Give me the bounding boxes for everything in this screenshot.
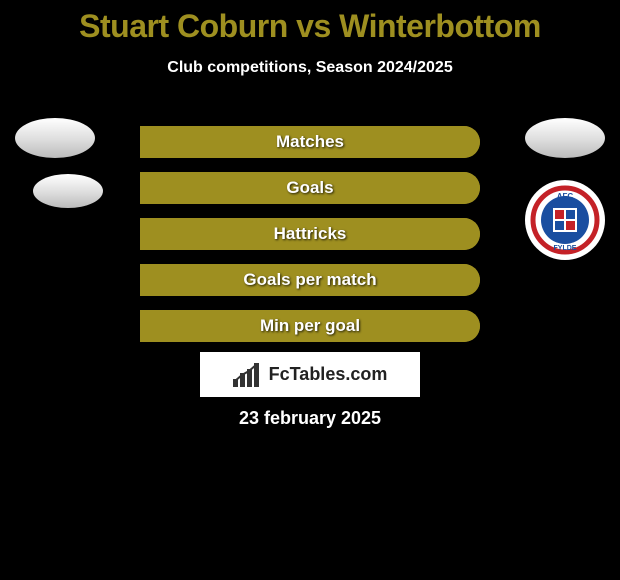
stat-bar: 0Goals	[140, 172, 480, 204]
stat-row: Min per goal	[0, 304, 620, 350]
brand-chart-icon	[233, 363, 263, 387]
date-text: 23 february 2025	[0, 408, 620, 429]
stat-bar: Min per goal	[140, 310, 480, 342]
stat-row: 0Goals	[0, 166, 620, 212]
stat-row: Goals per match	[0, 258, 620, 304]
page-title: Stuart Coburn vs Winterbottom	[0, 0, 620, 45]
stat-bar: 0Hattricks	[140, 218, 480, 250]
stat-row: 27Matches	[0, 120, 620, 166]
brand-text: FcTables.com	[269, 364, 388, 385]
stat-bar-right-segment	[140, 172, 480, 204]
stat-bar: Goals per match	[140, 264, 480, 296]
stat-bar-right-segment	[140, 218, 480, 250]
stat-bar: 27Matches	[140, 126, 480, 158]
brand-box[interactable]: FcTables.com	[200, 352, 420, 397]
stat-bar-right-segment	[140, 264, 480, 296]
page-subtitle: Club competitions, Season 2024/2025	[0, 59, 620, 77]
stat-row: 0Hattricks	[0, 212, 620, 258]
stat-bar-right-segment	[140, 310, 480, 342]
stats-bars: 27Matches 0Goals 0Hattricks Goals per match…	[0, 120, 620, 350]
stat-bar-right-segment	[140, 126, 480, 158]
